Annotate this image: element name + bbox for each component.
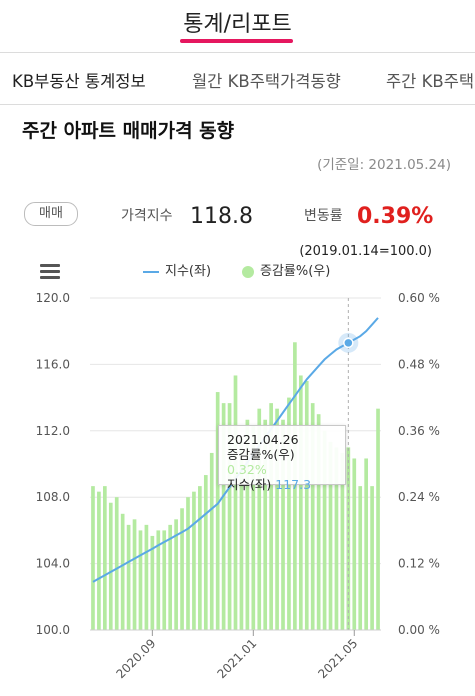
bar-change-rate	[138, 530, 143, 630]
right-axis-tick-label: 0.36 %	[398, 424, 440, 438]
left-axis-tick-label: 104.0	[36, 557, 70, 571]
chart-tooltip: 2021.04.26 증감률%(우) 0.32% 지수(좌) 117.3	[218, 425, 346, 492]
bar-change-rate	[358, 486, 363, 630]
left-axis-tick-label: 100.0	[36, 623, 70, 637]
bar-change-rate	[298, 375, 303, 630]
price-chart: 100.0 0.00 % 104.0 0.12 % 108.0 0.24 % 112.0 0.…	[36, 291, 440, 681]
bar-change-rate	[221, 403, 226, 630]
change-label: 변동률	[304, 208, 343, 224]
bar-change-rate	[257, 408, 262, 630]
tab-weekly-housing[interactable]: 주간 KB주택	[386, 72, 475, 91]
x-axis-tick-label: 2021.01	[214, 636, 259, 681]
change-value: 0.39%	[357, 204, 434, 229]
line-swatch-icon	[143, 270, 159, 273]
bar-change-rate	[186, 497, 190, 630]
trade-type-pill[interactable]: 매매	[24, 202, 78, 226]
bar-change-rate	[245, 419, 250, 630]
bar-change-rate	[376, 408, 380, 630]
bar-change-rate	[263, 419, 268, 630]
right-axis-tick-label: 0.60 %	[398, 291, 440, 305]
tooltip-bar-row: 증감률%(우) 0.32%	[227, 447, 295, 477]
bar-change-rate	[364, 458, 368, 630]
tab-monthly-housing[interactable]: 월간 KB주택가격동향	[192, 72, 341, 91]
bar-change-rate	[287, 397, 291, 630]
bar-change-rate	[198, 486, 202, 630]
bar-change-rate	[304, 381, 309, 630]
bar-change-rate	[97, 491, 101, 630]
right-axis-tick-label: 0.00 %	[398, 623, 440, 637]
bar-change-rate	[293, 342, 297, 630]
left-axis-tick-label: 120.0	[36, 291, 70, 305]
bar-change-rate	[215, 392, 220, 630]
bar-change-rate	[162, 530, 167, 630]
bar-change-rate	[269, 403, 273, 630]
legend-item-change[interactable]: 증감률%(우)	[242, 263, 330, 281]
right-axis-tick-label: 0.24 %	[398, 490, 440, 504]
x-axis-tick-label: 2020.09	[113, 636, 158, 681]
bar-change-rate	[132, 519, 137, 630]
index-label: 가격지수	[121, 208, 173, 224]
bar-change-rate	[144, 524, 149, 630]
header-divider	[0, 52, 475, 53]
left-axis-tick-label: 108.0	[36, 490, 70, 504]
tooltip-line-value: 117.3	[275, 477, 312, 492]
x-axis-tick-label: 2021.05	[315, 636, 360, 681]
tooltip-line-row: 지수(좌) 117.3	[227, 477, 312, 492]
title-underline	[180, 39, 293, 43]
dot-swatch-icon	[242, 265, 254, 278]
tooltip-date: 2021.04.26	[227, 432, 299, 447]
bar-change-rate	[156, 530, 161, 630]
bar-change-rate	[180, 508, 184, 630]
index-value: 118.8	[190, 204, 253, 229]
bar-change-rate	[91, 486, 95, 630]
app-header: 통계/리포트	[0, 0, 475, 52]
bar-change-rate	[114, 497, 119, 630]
section-title: 주간 아파트 매매가격 동향	[22, 120, 235, 142]
bar-change-rate	[120, 513, 125, 630]
bar-change-rate	[322, 430, 327, 630]
reference-note: (2019.01.14=100.0)	[299, 244, 432, 259]
bar-change-rate	[126, 524, 131, 630]
bar-change-rate	[103, 486, 107, 630]
right-axis-tick-label: 0.48 %	[398, 357, 440, 371]
base-date: (기준일: 2021.05.24)	[317, 157, 451, 173]
tab-bar: KB부동산 통계정보 월간 KB주택가격동향 주간 KB주택	[0, 56, 475, 104]
right-axis-tick-label: 0.12 %	[398, 557, 440, 571]
bar-change-rate	[168, 524, 173, 630]
bar-change-rate	[203, 475, 208, 630]
bar-change-rate	[227, 403, 232, 630]
bar-change-rate	[174, 519, 178, 630]
bar-change-rate	[316, 414, 321, 630]
menu-icon[interactable]	[40, 264, 60, 280]
bar-change-rate	[275, 408, 279, 630]
bar-change-rate	[352, 458, 357, 630]
bar-change-rate	[310, 403, 315, 630]
bar-change-rate	[334, 447, 339, 630]
bar-change-rate	[340, 452, 345, 630]
bar-change-rate	[239, 436, 244, 630]
page-title: 통계/리포트	[183, 12, 292, 37]
bar-change-rate	[281, 419, 285, 630]
bar-change-rate	[209, 452, 214, 630]
bar-change-rate	[370, 486, 374, 630]
tabs-divider	[0, 104, 475, 105]
bar-change-rate	[192, 491, 196, 630]
tab-kb-stats[interactable]: KB부동산 통계정보	[12, 72, 146, 91]
left-axis-tick-label: 116.0	[36, 357, 70, 371]
highlight-point	[343, 337, 354, 349]
bar-change-rate	[328, 441, 333, 630]
bar-change-rate	[251, 425, 256, 630]
bar-change-rate	[108, 502, 113, 630]
legend-item-index[interactable]: 지수(좌)	[143, 263, 211, 281]
tooltip-bar-value: 0.32%	[227, 462, 267, 477]
left-axis-tick-label: 112.0	[36, 424, 70, 438]
bar-change-rate	[150, 535, 155, 630]
bar-change-rate	[233, 375, 238, 630]
